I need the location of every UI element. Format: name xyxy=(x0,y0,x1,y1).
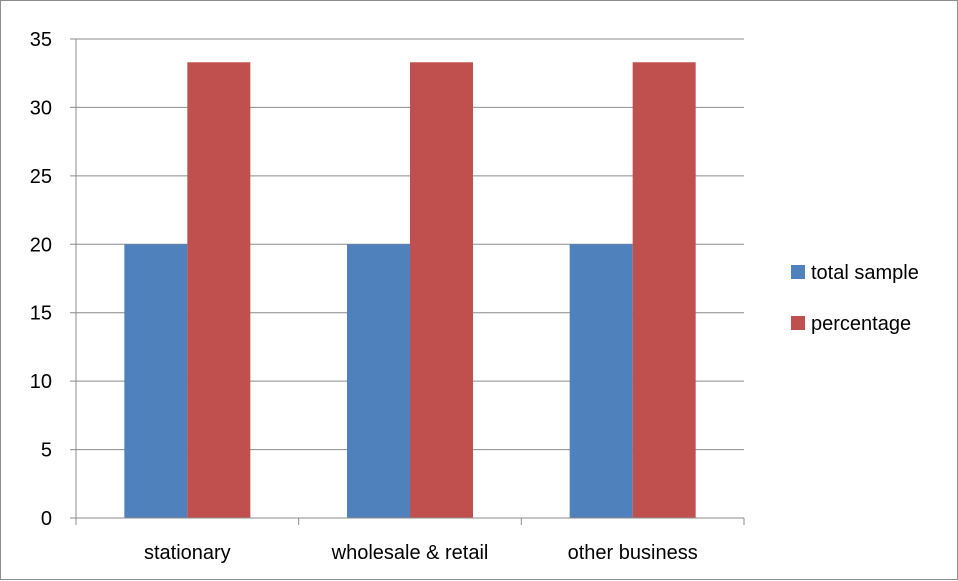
x-tick-label: wholesale & retail xyxy=(331,542,489,564)
legend-label: total sample xyxy=(811,262,919,284)
y-tick-label: 35 xyxy=(30,29,52,51)
x-tick-labels: stationary wholesale & retail other busine… xyxy=(144,542,698,564)
legend: total sample percentage xyxy=(791,262,919,335)
bar-total-sample-2 xyxy=(569,244,633,519)
bars xyxy=(124,62,696,519)
bar-percentage-0 xyxy=(187,62,251,518)
y-tick-label: 10 xyxy=(30,371,52,393)
legend-swatch xyxy=(791,316,805,330)
y-tick-label: 20 xyxy=(30,234,52,256)
legend-label: percentage xyxy=(811,313,911,335)
x-tick-label: other business xyxy=(568,542,698,564)
y-tick-label: 5 xyxy=(41,440,52,462)
y-tick-label: 30 xyxy=(30,97,52,119)
y-tick-label: 15 xyxy=(30,303,52,325)
axes xyxy=(70,39,745,525)
y-tick-label: 25 xyxy=(30,166,52,188)
x-tick-label: stationary xyxy=(144,542,231,564)
y-tick-labels: 0 5 10 15 20 25 30 35 xyxy=(30,29,52,530)
bar-total-sample-1 xyxy=(347,244,410,519)
bar-percentage-1 xyxy=(410,62,473,518)
legend-swatch xyxy=(791,265,805,279)
bar-percentage-2 xyxy=(632,62,696,518)
y-tick-label: 0 xyxy=(41,508,52,530)
bar-total-sample-0 xyxy=(124,244,188,519)
